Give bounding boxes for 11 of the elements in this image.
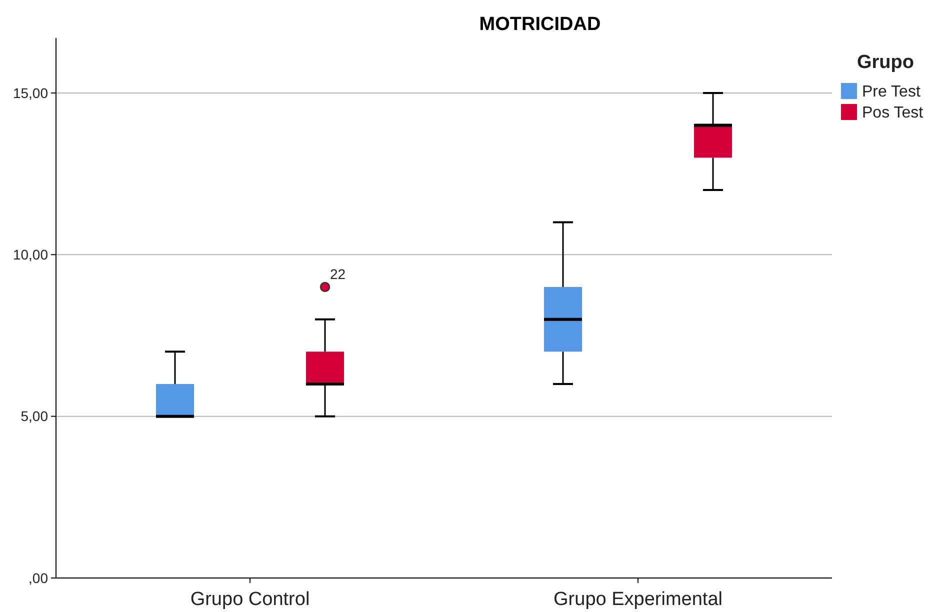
- y-tick-label: 5,00: [20, 408, 48, 424]
- legend-label: Pre Test: [862, 84, 921, 101]
- x-tick-label: Grupo Experimental: [554, 589, 722, 610]
- y-tick-label: 15,00: [12, 84, 48, 101]
- legend-title: Grupo: [857, 52, 914, 73]
- x-tick-label: Grupo Control: [190, 589, 310, 610]
- y-tick-label: ,00: [28, 570, 48, 586]
- y-tick-label: 10,00: [12, 246, 48, 263]
- legend-label: Pos Test: [862, 104, 924, 122]
- chart-title: MOTRICIDAD: [479, 14, 601, 35]
- annotation: 22: [330, 266, 346, 282]
